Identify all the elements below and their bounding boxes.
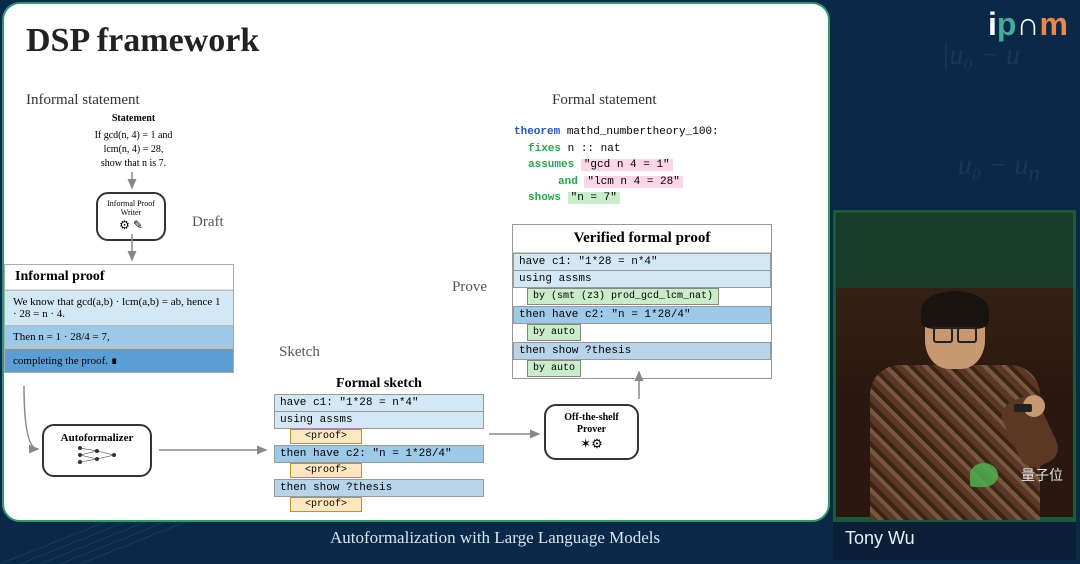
- formal-statement-code: theorem mathd_numbertheory_100: fixes n …: [514, 124, 719, 207]
- verified-line: have c1: "1*28 = n*4": [513, 253, 771, 271]
- formal-sketch-caption: Formal sketch: [274, 376, 484, 392]
- sketch-line: using assms: [274, 411, 484, 429]
- footer-text: Autoformalization with Large Language Mo…: [330, 528, 660, 548]
- writer-label: Informal Proof Writer: [106, 200, 156, 218]
- verified-line: using assms: [513, 270, 771, 288]
- speaker-name: Tony Wu: [845, 528, 915, 548]
- writer-icon: ⚙ ✎: [106, 218, 156, 233]
- formal-sketch-box: Formal sketch have c1: "1*28 = n*4"using…: [274, 376, 484, 513]
- ipam-logo: ip∩m: [988, 6, 1068, 43]
- proof-tag: <proof>: [290, 497, 362, 512]
- sketch-line: then have c2: "n = 1*28/4": [274, 445, 484, 463]
- speaker-name-bar: Tony Wu: [833, 520, 1076, 560]
- verified-line: then show ?thesis: [513, 342, 771, 360]
- presentation-slide: DSP framework Informal statement Formal …: [2, 2, 830, 522]
- watermark-text: 量子位: [1021, 465, 1063, 485]
- prover-box: Off-the-shelf Prover ✶⚙: [544, 404, 639, 460]
- stage-draft: Draft: [192, 214, 224, 231]
- informal-statement-heading: Informal statement: [26, 92, 140, 109]
- proof-writer-box: Informal Proof Writer ⚙ ✎: [96, 192, 166, 241]
- by-tactic: by auto: [527, 324, 581, 341]
- prover-icon: ✶⚙: [554, 436, 629, 452]
- statement-header: Statement: [66, 112, 201, 126]
- by-tactic: by (smt (z3) prod_gcd_lcm_nat): [527, 288, 719, 305]
- prover-label: Off-the-shelf Prover: [554, 412, 629, 436]
- statement-box: Statement If gcd(n, 4) = 1 and lcm(n, 4)…: [66, 112, 201, 171]
- sketch-line: then show ?thesis: [274, 479, 484, 497]
- informal-proof-row: We know that gcd(a,b) · lcm(a,b) = ab, h…: [5, 290, 233, 325]
- slide-title: DSP framework: [26, 22, 806, 60]
- formal-statement-heading: Formal statement: [552, 92, 657, 109]
- statement-line2: lcm(n, 4) = 28,: [66, 143, 201, 157]
- proof-tag: <proof>: [290, 463, 362, 478]
- by-tactic: by auto: [527, 360, 581, 377]
- informal-proof-row: Then n = 1 · 28/4 = 7,: [5, 325, 233, 348]
- stage-sketch: Sketch: [279, 344, 320, 361]
- statement-line1: If gcd(n, 4) = 1 and: [66, 129, 201, 143]
- informal-proof-row: completing the proof. ∎: [5, 348, 233, 372]
- verified-caption: Verified formal proof: [513, 225, 771, 253]
- autoformalizer-label: Autoformalizer: [52, 432, 142, 444]
- speaker-video-panel: 量子位: [833, 210, 1076, 520]
- speaker-image: 量子位: [836, 213, 1073, 517]
- sketch-line: have c1: "1*28 = n*4": [274, 394, 484, 412]
- verified-line: then have c2: "n = 1*28/4": [513, 306, 771, 324]
- proof-tag: <proof>: [290, 429, 362, 444]
- statement-line3: show that n is 7.: [66, 157, 201, 171]
- informal-proof-caption: Informal proof: [5, 265, 233, 290]
- informal-proof-box: Informal proof We know that gcd(a,b) · l…: [4, 264, 234, 373]
- autoformalizer-box: Autoformalizer: [42, 424, 152, 477]
- stage-prove: Prove: [452, 279, 487, 296]
- wechat-icon: [970, 463, 998, 487]
- verified-proof-box: Verified formal proof have c1: "1*28 = n…: [512, 224, 772, 379]
- network-icon: [72, 444, 122, 466]
